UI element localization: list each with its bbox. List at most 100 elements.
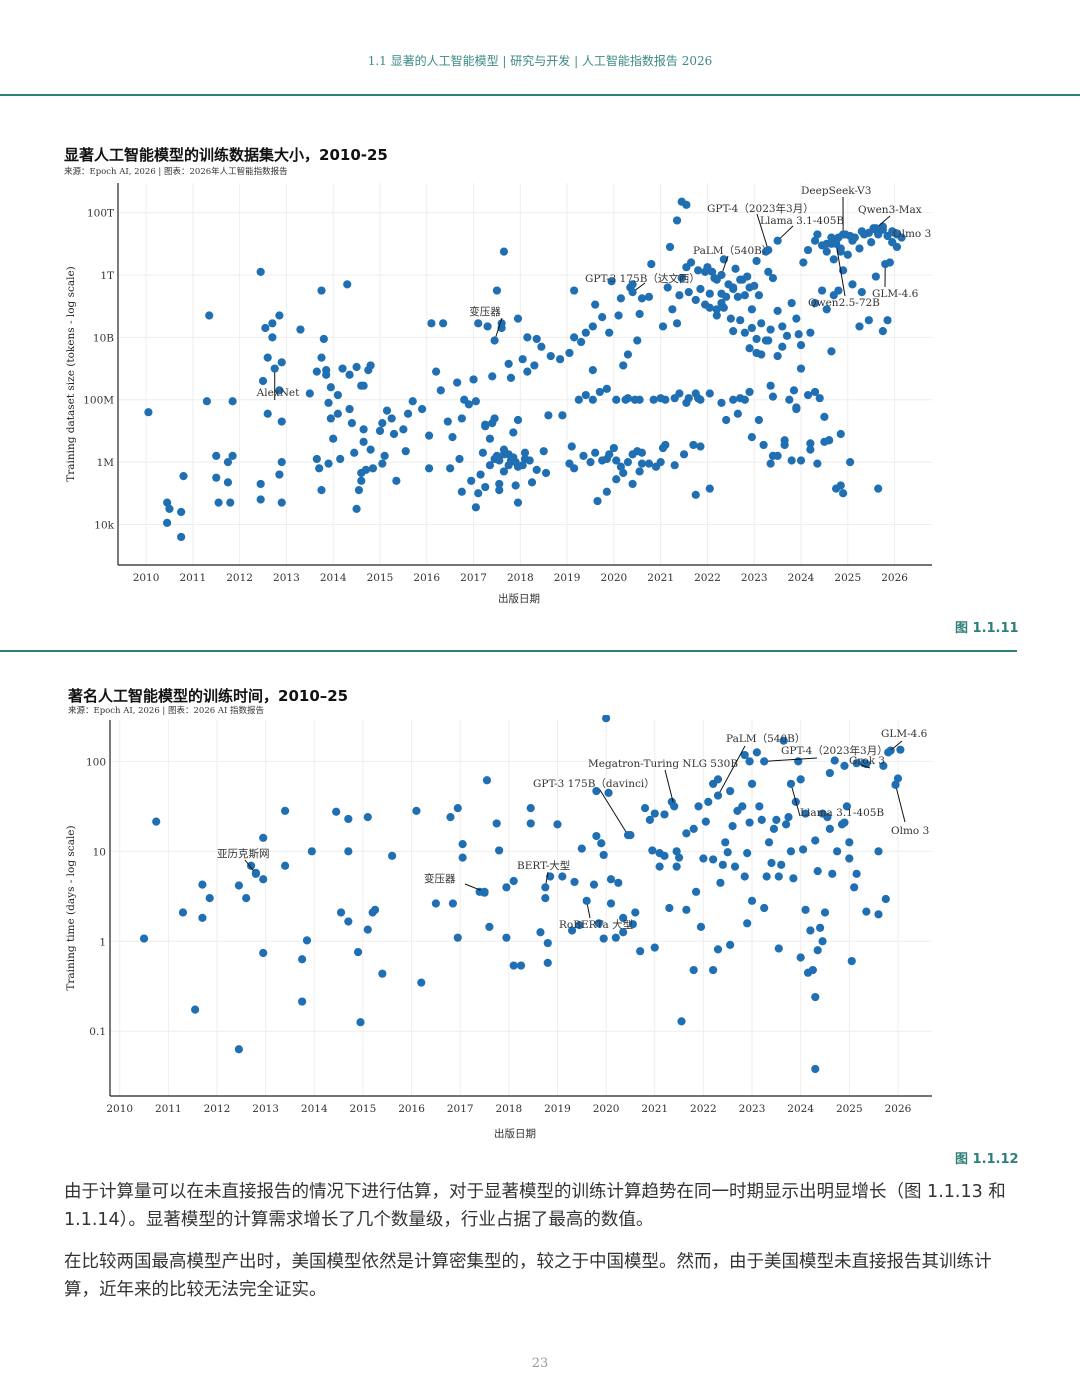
data-point (684, 288, 693, 297)
x-tick-label: 2018 (507, 572, 534, 584)
data-point (726, 786, 735, 796)
data-point (471, 503, 480, 512)
data-point (490, 414, 499, 423)
data-point (392, 476, 401, 485)
data-point (474, 489, 483, 498)
y-tick-label: 100T (87, 208, 114, 220)
annotation-leader (599, 789, 629, 836)
data-point (591, 448, 600, 457)
data-point (436, 386, 445, 395)
data-point (612, 395, 621, 404)
data-point (258, 376, 268, 386)
data-point (606, 899, 616, 908)
data-point (656, 457, 665, 467)
annotation-label: RoBERTa 大型 (559, 918, 633, 931)
annotated-point (852, 759, 861, 768)
data-point (481, 422, 490, 431)
data-point (696, 284, 705, 294)
data-point (481, 482, 490, 492)
data-point (338, 364, 347, 373)
data-point (820, 908, 830, 917)
data-point (779, 736, 788, 745)
data-point (752, 748, 761, 757)
data-point (778, 342, 787, 351)
data-point (718, 860, 727, 869)
data-point (485, 434, 495, 443)
data-point (234, 881, 243, 890)
data-point (234, 1045, 243, 1054)
data-point (825, 824, 834, 833)
data-point (799, 258, 808, 267)
data-point (263, 353, 272, 362)
data-point (198, 913, 207, 922)
data-point (767, 858, 776, 868)
x-tick-label: 2017 (447, 1103, 474, 1115)
data-point (843, 250, 852, 259)
data-point (458, 840, 467, 849)
data-point (439, 319, 448, 328)
data-point (850, 883, 859, 892)
data-point (495, 486, 504, 495)
x-tick-label: 2020 (593, 1103, 620, 1115)
annotation-leader (764, 757, 818, 762)
annotated-point (773, 236, 782, 245)
data-point (242, 894, 251, 903)
data-point (650, 943, 659, 952)
data-point (704, 797, 713, 806)
data-point (665, 903, 674, 913)
data-point (733, 292, 742, 301)
data-point (198, 880, 207, 889)
annotation-label: DeepSeek-V3 (801, 185, 871, 197)
data-point (163, 518, 172, 528)
data-point (537, 342, 546, 351)
data-point (574, 395, 583, 404)
data-point (636, 947, 645, 956)
data-point (546, 872, 555, 881)
data-point (298, 955, 307, 964)
data-point (747, 779, 757, 788)
data-point (633, 336, 642, 345)
data-point (464, 400, 473, 409)
data-point (448, 433, 457, 442)
data-point (692, 887, 701, 896)
data-point (740, 750, 749, 760)
data-point (810, 236, 820, 245)
data-point (281, 861, 290, 870)
figure-2-title: 著名人工智能模型的训练时间，2010–25 (68, 687, 349, 705)
data-point (504, 359, 513, 368)
data-point (806, 328, 815, 337)
data-point (513, 498, 523, 507)
data-point (723, 848, 732, 857)
data-point (822, 247, 831, 256)
data-point (453, 933, 462, 942)
data-point (424, 464, 434, 473)
data-point (773, 306, 782, 315)
x-tick-label: 2020 (601, 572, 628, 584)
data-point (874, 910, 883, 919)
data-point (326, 414, 335, 423)
y-tick-label: 10B (93, 332, 114, 344)
data-point (526, 804, 535, 813)
data-point (740, 395, 749, 404)
x-axis-label: 出版日期 (494, 1127, 536, 1140)
data-point (694, 802, 703, 811)
x-tick-label: 2013 (273, 572, 300, 584)
x-tick-label: 2021 (641, 1103, 668, 1115)
annotation-label: Grok 3 (849, 755, 885, 767)
x-tick-label: 2012 (226, 572, 253, 584)
data-point (259, 875, 268, 884)
data-point (577, 337, 586, 347)
data-point (774, 872, 783, 881)
data-point (623, 350, 633, 359)
data-point (840, 761, 849, 770)
data-point (616, 294, 626, 303)
data-point (796, 456, 806, 465)
data-point (806, 445, 815, 454)
data-point (417, 978, 426, 987)
data-point (757, 319, 766, 328)
data-point (202, 397, 211, 406)
data-point (719, 303, 728, 312)
data-point (595, 387, 604, 397)
data-point (672, 319, 682, 328)
data-point (214, 498, 223, 507)
